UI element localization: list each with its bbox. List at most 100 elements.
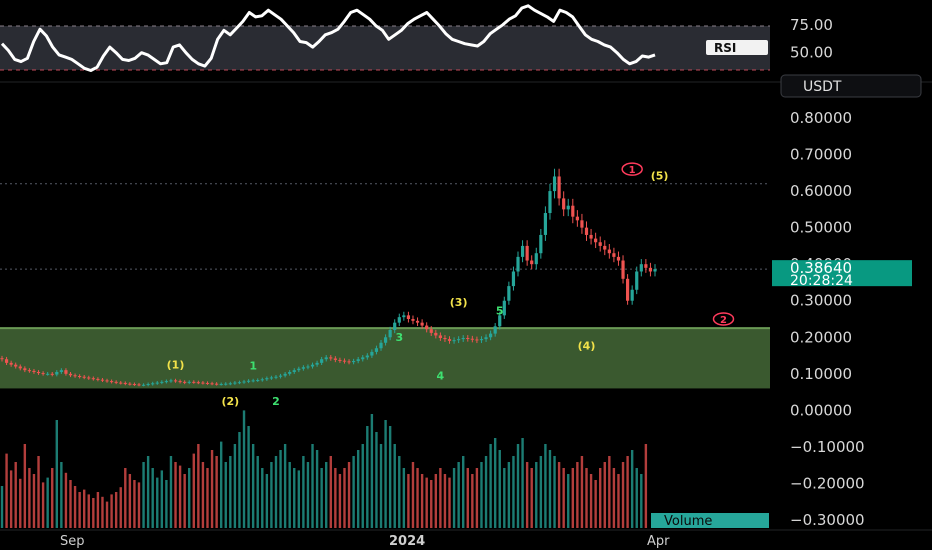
svg-text:2: 2	[720, 315, 727, 326]
volume-bar	[311, 444, 314, 528]
volume-bar	[548, 450, 552, 528]
volume-bar	[544, 444, 547, 528]
candle	[306, 364, 310, 370]
volume-bar	[576, 462, 579, 528]
volume-bar	[375, 432, 378, 528]
volume-bar	[589, 474, 593, 528]
date-label-apr: Apr	[647, 534, 670, 549]
volume-bar	[585, 468, 588, 528]
candle	[196, 380, 200, 385]
candle	[274, 375, 278, 380]
volume-bar	[46, 477, 49, 528]
volume-bar	[210, 450, 214, 528]
volume-bar	[366, 426, 369, 528]
candle	[36, 370, 41, 375]
volume-bar	[37, 456, 40, 528]
volume-label: Volume	[664, 514, 712, 529]
candle	[105, 378, 109, 383]
volume-bar	[142, 462, 145, 528]
candle	[461, 335, 465, 342]
volume-bar	[644, 444, 648, 528]
candle	[169, 378, 173, 383]
volume-bar	[133, 480, 136, 528]
candle	[511, 266, 516, 291]
volume-bar	[64, 472, 68, 528]
volume-bar	[256, 456, 259, 528]
volume-bar	[430, 480, 433, 528]
candle	[233, 381, 237, 385]
candle	[566, 198, 570, 217]
currency-button[interactable]: USDT	[780, 74, 922, 98]
candle	[584, 221, 589, 241]
volume-bar	[156, 477, 159, 528]
volume-bar	[425, 477, 428, 528]
rsi-line	[0, 4, 656, 72]
candle	[123, 381, 127, 386]
candle	[215, 382, 219, 386]
volume-bar	[279, 450, 282, 528]
candle	[151, 381, 155, 386]
volume-bar	[640, 474, 643, 528]
volume-bar	[516, 444, 520, 528]
candle	[283, 371, 287, 378]
candle	[630, 285, 634, 305]
candle	[160, 380, 164, 385]
candle	[55, 370, 59, 377]
candle	[438, 332, 442, 341]
candle	[479, 336, 484, 344]
volume-bar	[5, 453, 8, 528]
candle	[365, 353, 369, 360]
volume-bar	[215, 456, 218, 528]
volume-bar	[183, 474, 186, 528]
candle	[516, 251, 520, 277]
candle	[639, 259, 643, 277]
wave-label: (1)	[167, 358, 185, 371]
wave-circle-mark: 1	[621, 162, 643, 176]
candle	[420, 319, 424, 329]
volume-bar	[60, 462, 63, 528]
volume-bar	[557, 462, 561, 528]
support-zone	[0, 328, 770, 389]
volume-bar	[224, 462, 227, 528]
price-tick-label: 0.30000	[790, 292, 852, 310]
candle	[192, 380, 196, 384]
wave-label: 4	[437, 369, 445, 382]
volume-bar	[105, 501, 109, 528]
volume-bar	[393, 444, 396, 528]
candle	[447, 336, 452, 344]
candle	[64, 368, 68, 376]
candle	[635, 266, 639, 295]
volume-bar	[480, 462, 483, 528]
current-price-badge: 0.38640 20:28:24	[772, 259, 912, 289]
candle	[415, 317, 420, 327]
candle	[9, 360, 13, 367]
volume-bar	[124, 468, 127, 528]
candle	[4, 356, 9, 366]
candle	[338, 357, 342, 363]
volume-bar	[306, 462, 310, 528]
volume-bar	[352, 456, 355, 528]
volume-bar	[334, 468, 337, 528]
volume-bar	[192, 453, 195, 528]
volume-bar	[274, 456, 278, 528]
volume-bar	[530, 468, 533, 528]
date-label-2024: 2024	[389, 534, 425, 549]
candle	[91, 376, 95, 381]
volume-bar	[14, 462, 17, 528]
currency-label: USDT	[803, 79, 842, 95]
candle	[155, 381, 159, 385]
candle	[406, 311, 411, 323]
price-axis[interactable]: 0.800000.700000.600000.500000.400000.300…	[790, 109, 865, 529]
candle	[388, 326, 392, 341]
volume-bar	[73, 486, 77, 528]
volume-bar	[621, 462, 625, 528]
candle	[370, 349, 374, 358]
candle	[18, 364, 22, 371]
volume-bar	[416, 468, 419, 528]
volume-bar	[635, 468, 638, 528]
volume-bar	[114, 492, 118, 528]
volume-bar	[338, 474, 342, 528]
volume-bar	[388, 426, 392, 528]
volume-bar	[206, 468, 209, 528]
